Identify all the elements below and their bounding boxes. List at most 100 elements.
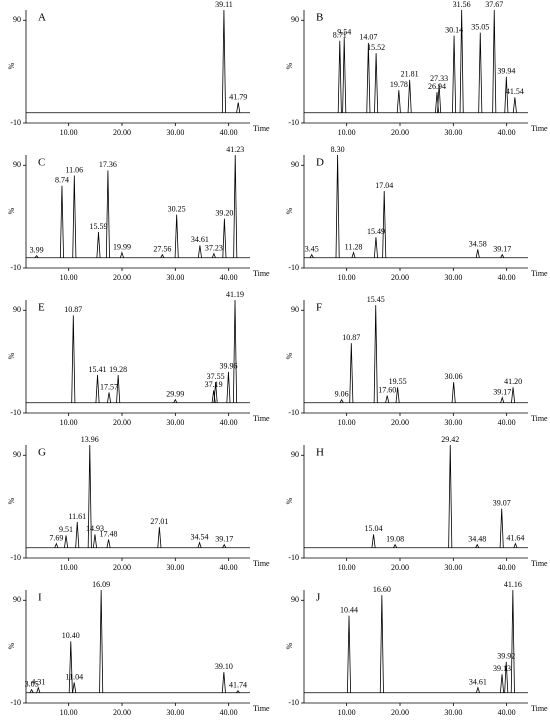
peak-label: 7.69 (49, 533, 63, 542)
peak (221, 672, 226, 693)
panel-letter: C (38, 157, 45, 169)
x-tick-label: 30.00 (444, 128, 462, 137)
peak-label: 34.54 (191, 532, 209, 541)
peak-label: 17.36 (99, 160, 117, 169)
x-tick-label: 40.00 (220, 708, 238, 717)
peak-label: 15.52 (367, 43, 385, 52)
x-tick-label: 40.00 (498, 418, 516, 427)
x-axis-label: Time (253, 559, 270, 568)
peak-label: 13.96 (81, 435, 99, 444)
panel-letter: E (38, 302, 45, 314)
y-tick-label: 90 (13, 305, 21, 314)
peak-label: 37.67 (485, 0, 503, 9)
panel-letter: D (316, 157, 324, 169)
x-tick-label: 30.00 (444, 563, 462, 572)
peak-label: 19.78 (390, 80, 408, 89)
peak (36, 686, 41, 693)
x-axis-label: Time (253, 704, 270, 713)
x-tick-label: 10.00 (60, 273, 78, 282)
y-tick-label: 90 (13, 15, 21, 24)
x-tick-label: 30.00 (166, 708, 184, 717)
peak-label: 26.94 (428, 82, 446, 91)
peak (337, 40, 342, 113)
peak-label: 27.33 (430, 74, 448, 83)
y-tick-label: -10 (288, 408, 299, 417)
peak-label: 37.19 (205, 380, 223, 389)
peak (54, 542, 59, 548)
x-tick-label: 30.00 (166, 563, 184, 572)
peak (504, 661, 509, 693)
y-tick-label: 90 (291, 305, 299, 314)
peak (221, 9, 226, 113)
panel-letter: G (38, 447, 46, 459)
peak-label: 16.09 (92, 580, 110, 589)
x-tick-label: 10.00 (60, 418, 78, 427)
x-tick-label: 10.00 (338, 563, 356, 572)
peak-label: 16.60 (373, 585, 391, 594)
peak-label: 3.05 (25, 679, 39, 688)
peak (233, 299, 238, 403)
y-axis-label: % (7, 62, 16, 69)
peak (395, 387, 400, 403)
x-tick-label: 40.00 (220, 128, 238, 137)
peak-label: 39.94 (497, 67, 515, 76)
peak-label: 39.92 (497, 652, 515, 661)
peak-label: 3.99 (30, 246, 44, 255)
x-tick-label: 10.00 (338, 273, 356, 282)
x-tick-label: 40.00 (220, 563, 238, 572)
peak-label: 37.23 (205, 243, 223, 252)
peak-label: 34.58 (469, 239, 487, 248)
peak-label: 4.31 (31, 677, 45, 686)
peak (59, 185, 64, 258)
y-tick-label: -10 (288, 118, 299, 127)
peak-label: 41.79 (229, 92, 247, 101)
x-axis-label: Time (531, 414, 548, 423)
peak-label: 17.57 (100, 382, 118, 391)
peak-label: 41.74 (229, 681, 247, 690)
x-tick-label: 10.00 (60, 563, 78, 572)
peak-label: 11.04 (65, 672, 83, 681)
peak (513, 542, 518, 548)
peak (75, 522, 80, 548)
peak (500, 396, 505, 403)
peak-label: 21.81 (401, 70, 419, 79)
y-axis-label: % (285, 207, 294, 214)
peak (373, 305, 378, 403)
peak (222, 543, 227, 548)
panel-letter: J (316, 592, 321, 604)
peak-label: 39.20 (215, 209, 233, 218)
y-axis-label: % (285, 352, 294, 359)
peak (160, 253, 165, 258)
peak (373, 237, 378, 258)
peak (99, 589, 104, 693)
peak-label: 41.23 (226, 145, 244, 154)
peak (233, 154, 238, 258)
x-tick-label: 10.00 (338, 128, 356, 137)
peak (452, 35, 457, 113)
x-tick-label: 30.00 (444, 273, 462, 282)
peak-label: 9.54 (337, 28, 351, 37)
peak (173, 398, 178, 403)
x-tick-label: 10.00 (60, 128, 78, 137)
peak (500, 674, 505, 693)
peak (366, 42, 371, 113)
y-tick-label: -10 (288, 263, 299, 272)
peak-label: 15.49 (367, 227, 385, 236)
peak-label: 10.87 (64, 305, 82, 314)
peak (499, 508, 504, 548)
peak (213, 382, 218, 403)
peak-label: 41.54 (506, 87, 524, 96)
peak-label: 19.99 (113, 242, 131, 251)
peak-label: 11.06 (65, 165, 83, 174)
peak (492, 9, 497, 113)
peak (87, 444, 92, 548)
peak (222, 218, 227, 258)
y-tick-label: 90 (291, 160, 299, 169)
y-tick-label: 90 (291, 595, 299, 604)
panel-letter: H (316, 447, 324, 459)
peak-label: 41.20 (504, 377, 522, 386)
peak (71, 315, 76, 403)
peak-label: 41.19 (226, 290, 244, 299)
x-tick-label: 20.00 (391, 708, 409, 717)
peak-label: 39.13 (493, 664, 511, 673)
